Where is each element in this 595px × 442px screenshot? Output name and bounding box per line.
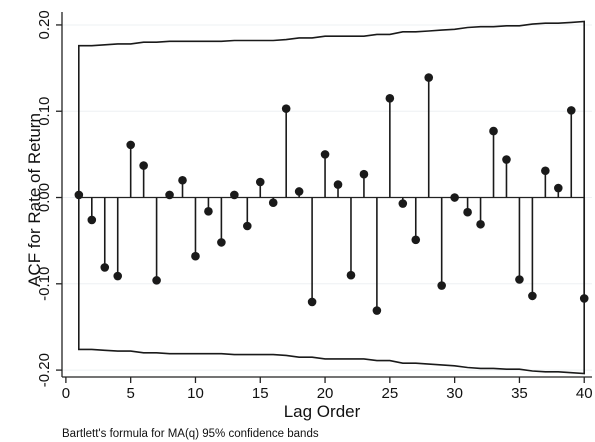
acf-point-lag-36 <box>528 291 537 301</box>
acf-point-lag-30 <box>450 193 459 202</box>
acf-point-lag-9 <box>178 175 187 185</box>
x-tick-label-5: 25 <box>382 385 399 402</box>
acf-points <box>74 73 589 315</box>
acf-point-lag-40 <box>579 294 589 303</box>
acf-point-lag-15 <box>255 177 265 187</box>
x-tick-label-2: 10 <box>187 385 204 402</box>
acf-point-lag-35 <box>515 275 524 284</box>
acf-point-lag-32 <box>476 219 485 229</box>
acf-point-lag-11 <box>204 207 213 216</box>
acf-point-lag-31 <box>463 207 472 217</box>
x-tick-label-1: 5 <box>127 385 135 402</box>
acf-point-lag-25 <box>385 93 395 103</box>
x-tick-label-4: 20 <box>317 385 334 402</box>
acf-point-lag-18 <box>294 187 304 196</box>
acf-point-lag-21 <box>333 180 343 189</box>
acf-point-lag-39 <box>566 106 576 115</box>
acf-point-lag-27 <box>411 235 421 245</box>
acf-point-lag-6 <box>139 161 148 170</box>
y-tick-label-1: -0.10 <box>36 267 53 301</box>
acf-point-lag-8 <box>165 190 174 200</box>
confidence-band-outline <box>78 20 585 375</box>
x-tick-label-6: 30 <box>446 385 463 402</box>
acf-point-lag-12 <box>217 238 226 247</box>
y-tick-label-0: -0.20 <box>36 353 53 387</box>
axes <box>56 12 592 383</box>
acf-point-lag-33 <box>489 126 498 136</box>
y-tick-label-2: 0.00 <box>36 183 53 212</box>
x-tick-label-0: 0 <box>62 385 70 402</box>
x-tick-labels: 0 5 10 15 20 25 30 35 40 <box>62 385 593 402</box>
y-tick-label-4: 0.20 <box>36 10 53 39</box>
acf-point-lag-20 <box>320 150 330 159</box>
acf-point-lag-38 <box>554 183 563 193</box>
acf-point-lag-22 <box>346 270 356 280</box>
acf-point-lag-1 <box>74 190 84 200</box>
acf-point-lag-23 <box>359 169 369 179</box>
confidence-band-note: Bartlett's formula for MA(q) 95% confide… <box>62 428 319 440</box>
acf-point-lag-19 <box>307 297 317 307</box>
acf-point-lag-10 <box>191 251 200 261</box>
acf-point-lag-2 <box>87 215 97 225</box>
acf-point-lag-24 <box>372 306 382 315</box>
acf-point-lag-5 <box>126 140 135 150</box>
acf-point-lag-13 <box>230 190 239 200</box>
acf-point-lag-26 <box>398 199 408 208</box>
acf-point-lag-28 <box>424 73 434 82</box>
y-tick-labels: -0.20 -0.10 0.00 0.10 0.20 <box>36 10 53 387</box>
acf-point-lag-29 <box>437 281 446 290</box>
acf-point-lag-4 <box>113 271 123 281</box>
confidence-band <box>78 20 585 375</box>
y-axis-title: ACF for Rate of Return <box>25 113 44 287</box>
acf-point-lag-14 <box>243 221 252 231</box>
x-tick-label-8: 40 <box>576 385 593 402</box>
y-tick-label-3: 0.10 <box>36 97 53 126</box>
acf-point-lag-16 <box>268 198 278 207</box>
x-axis-title: Lag Order <box>284 402 361 421</box>
x-tick-label-7: 35 <box>511 385 528 402</box>
acf-point-lag-7 <box>152 276 161 285</box>
acf-point-lag-37 <box>541 166 550 176</box>
acf-point-lag-17 <box>281 104 291 113</box>
x-tick-label-3: 15 <box>252 385 269 402</box>
acf-point-lag-34 <box>502 155 511 164</box>
acf-point-lag-3 <box>100 263 110 272</box>
